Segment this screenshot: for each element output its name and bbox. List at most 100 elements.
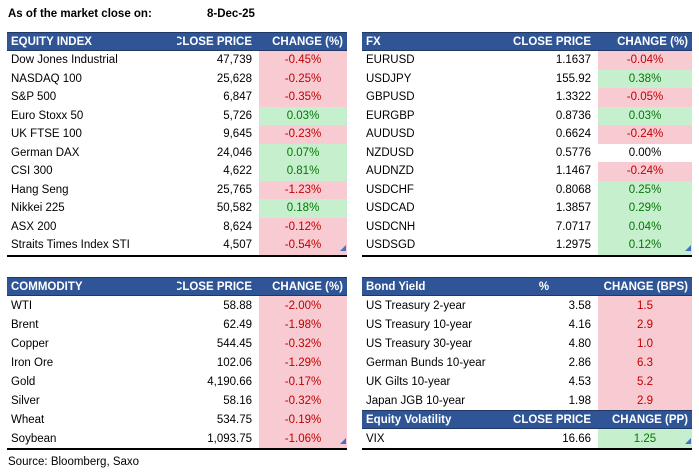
table-row: USDCAD 1.3857 0.29%: [362, 199, 692, 218]
table-row: Copper 544.45 -0.32%: [7, 334, 347, 353]
change-value: 0.03%: [259, 106, 347, 125]
close-price: 102.06: [216, 356, 252, 369]
table-corner-marker-icon: [340, 438, 346, 444]
column-header-instrument-name: Equity Volatility: [366, 413, 452, 426]
change-value: -0.24%: [598, 162, 692, 181]
close-price: 50,582: [216, 202, 252, 215]
column-header-close-price: %: [538, 280, 550, 293]
instrument-name: UK FTSE 100: [11, 128, 82, 141]
table-row: German DAX 24,046 0.07%: [7, 143, 347, 162]
change-value: -0.32%: [259, 334, 347, 353]
close-price: 4.53: [568, 375, 591, 388]
instrument-name: Hang Seng: [11, 183, 69, 196]
change-value: 0.18%: [259, 199, 347, 218]
instrument-name: USDCHF: [366, 183, 414, 196]
table-row: CSI 300 4,622 0.81%: [7, 162, 347, 181]
table-row: UK FTSE 100 9,645 -0.23%: [7, 125, 347, 144]
close-price: 24,046: [216, 146, 252, 159]
column-header-instrument-name: EQUITY INDEX: [11, 35, 92, 48]
table-row: USDSGD 1.2975 0.12%: [362, 236, 692, 255]
table-row: USDJPY 155.92 0.38%: [362, 69, 692, 88]
instrument-name: AUDUSD: [366, 128, 415, 141]
close-price: 47,739: [216, 54, 252, 67]
close-price: 4.80: [568, 337, 591, 350]
change-value: 0.29%: [598, 199, 692, 218]
change-value: -0.17%: [259, 372, 347, 391]
table-row: GBPUSD 1.3322 -0.05%: [362, 88, 692, 107]
table-row: ASX 200 8,624 -0.12%: [7, 217, 347, 236]
table-row: German Bunds 10-year 2.86 6.3: [362, 353, 692, 372]
table-row: Japan JGB 10-year 1.98 2.9: [362, 391, 692, 410]
table-corner-marker-icon: [685, 438, 691, 444]
table-row: WTI 58.88 -2.00%: [7, 296, 347, 315]
instrument-name: Gold: [11, 375, 36, 388]
change-value: 5.2: [598, 372, 692, 391]
table-row: Straits Times Index STI 4,507 -0.54%: [7, 236, 347, 255]
column-header-change-value: CHANGE (PP): [611, 413, 688, 426]
instrument-name: Silver: [11, 394, 40, 407]
close-price: 4,622: [223, 165, 252, 178]
column-header-instrument-name: Bond Yield: [366, 280, 426, 293]
instrument-name: EURGBP: [366, 109, 415, 122]
close-price: 1.3322: [555, 91, 591, 104]
close-price: 3.58: [568, 299, 591, 312]
table-row: S&P 500 6,847 -0.35%: [7, 88, 347, 107]
change-value: -0.54%: [259, 236, 347, 255]
column-header-close-price: CLOSE PRICE: [177, 280, 252, 293]
column-header-change-value: CHANGE (BPS): [603, 280, 688, 293]
change-value: -1.29%: [259, 353, 347, 372]
fx-table: FX CLOSE PRICE CHANGE (%) EURUSD 1.1637 -0.04…: [362, 32, 692, 257]
instrument-name: German DAX: [11, 146, 80, 159]
change-value: -0.04%: [598, 51, 692, 70]
close-price: 0.5776: [555, 146, 591, 159]
instrument-name: US Treasury 2-year: [366, 299, 466, 312]
column-header-close-price: CLOSE PRICE: [177, 35, 252, 48]
close-price: 1.3857: [555, 202, 591, 215]
column-header-change-value: CHANGE (%): [617, 35, 688, 48]
column-header-instrument-name: COMMODITY: [11, 280, 83, 293]
change-value: -1.98%: [259, 315, 347, 334]
close-price: 0.8068: [555, 183, 591, 196]
instrument-name: Wheat: [11, 413, 45, 426]
instrument-name: US Treasury 10-year: [366, 318, 473, 331]
column-header-change-value: CHANGE (%): [272, 35, 343, 48]
table-header-row: COMMODITY CLOSE PRICE CHANGE (%): [7, 277, 347, 296]
change-value: 1.0: [598, 334, 692, 353]
close-price: 1.2975: [555, 239, 591, 252]
instrument-name: Soybean: [11, 432, 57, 445]
change-value: -0.12%: [259, 217, 347, 236]
change-value: 0.04%: [598, 217, 692, 236]
table-row: Soybean 1,093.75 -1.06%: [7, 429, 347, 448]
instrument-name: Nikkei 225: [11, 202, 65, 215]
close-price: 62.49: [223, 318, 252, 331]
table-row: US Treasury 30-year 4.80 1.0: [362, 334, 692, 353]
table-corner-marker-icon: [685, 244, 691, 251]
change-value: 0.03%: [598, 106, 692, 125]
instrument-name: USDCNH: [366, 220, 416, 233]
instrument-name: USDCAD: [366, 202, 415, 215]
table-row: Gold 4,190.66 -0.17%: [7, 372, 347, 391]
as-of-label: As of the market close on:: [8, 8, 152, 20]
bond-yield-table: Bond Yield% CHANGE (BPS) US Treasury 2-yea…: [362, 277, 692, 410]
close-price: 58.16: [223, 394, 252, 407]
column-header-close-price: CLOSE PRICE: [513, 413, 591, 426]
change-value: -0.19%: [259, 410, 347, 429]
change-value: -0.32%: [259, 391, 347, 410]
table-row: Euro Stoxx 50 5,726 0.03%: [7, 106, 347, 125]
table-header-row: Bond Yield% CHANGE (BPS): [362, 277, 692, 296]
close-price: 1.1467: [555, 165, 591, 178]
change-value: 0.81%: [259, 162, 347, 181]
table-row: NZDUSD 0.5776 0.00%: [362, 143, 692, 162]
change-value: -0.23%: [259, 125, 347, 144]
table-row: UK Gilts 10-year 4.53 5.2: [362, 372, 692, 391]
table-row: EURGBP 0.8736 0.03%: [362, 106, 692, 125]
instrument-name: Brent: [11, 318, 39, 331]
as-of-date: 8-Dec-25: [207, 8, 255, 20]
change-value: -0.25%: [259, 69, 347, 88]
close-price: 6,847: [223, 91, 252, 104]
close-price: 58.88: [223, 299, 252, 312]
change-value: -1.06%: [259, 429, 347, 448]
instrument-name: Iron Ore: [11, 356, 54, 369]
close-price: 8,624: [223, 220, 252, 233]
